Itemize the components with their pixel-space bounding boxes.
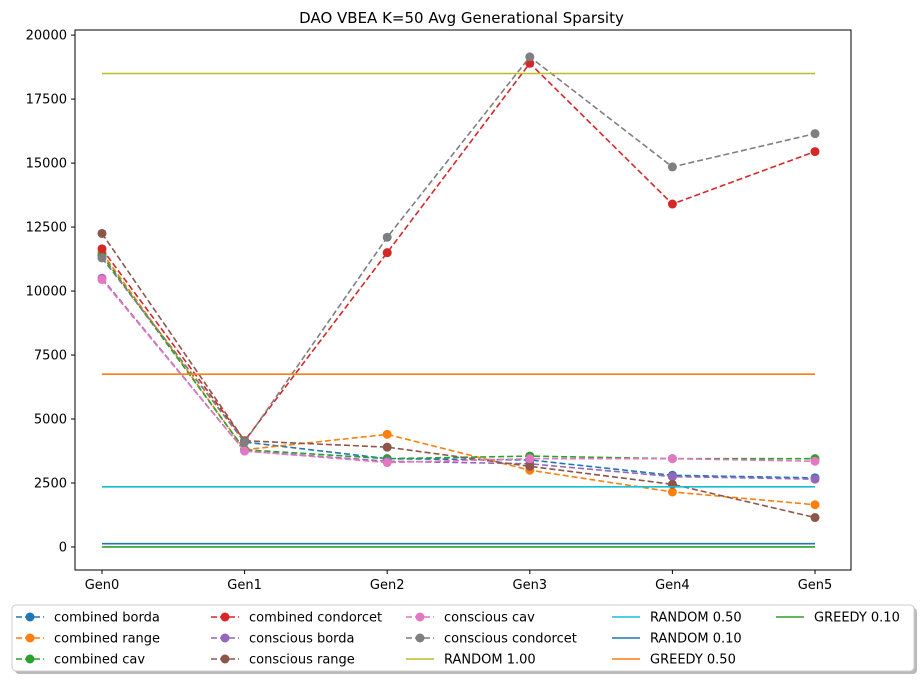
data-point: [382, 429, 392, 439]
data-point: [810, 513, 820, 523]
data-point: [240, 446, 250, 456]
x-tick-label: Gen3: [513, 578, 548, 593]
data-point: [667, 162, 677, 172]
data-point: [810, 474, 820, 484]
legend-marker: [220, 612, 230, 622]
y-tick-label: 20000: [26, 29, 67, 44]
legend-item: combined condorcet: [211, 611, 382, 626]
series-conscious-range: [97, 228, 820, 523]
data-point: [810, 129, 820, 139]
data-point: [667, 454, 677, 464]
legend-label: conscious condorcet: [444, 632, 577, 647]
data-point: [382, 248, 392, 258]
legend-label: GREEDY 0.10: [814, 611, 900, 626]
y-tick-label: 17500: [26, 93, 67, 108]
series-conscious-condorcet: [97, 52, 820, 447]
legend-label: combined range: [54, 632, 160, 647]
y-tick-label: 5000: [34, 413, 67, 428]
data-point: [97, 244, 107, 254]
legend-item: GREEDY 0.50: [612, 653, 736, 668]
data-point: [525, 454, 535, 464]
plot-frame: [74, 29, 852, 571]
legend-marker: [25, 654, 35, 664]
legend-item: combined range: [16, 632, 160, 647]
data-point: [525, 58, 535, 68]
data-point: [810, 147, 820, 157]
data-point: [97, 228, 107, 238]
data-point: [810, 456, 820, 466]
data-point: [525, 52, 535, 62]
series-line: [101, 257, 816, 479]
series-conscious-cav: [97, 275, 820, 468]
legend-label: RANDOM 0.50: [650, 611, 742, 626]
y-tick-label: 15000: [26, 157, 67, 172]
series-combined-range: [97, 248, 820, 510]
data-point: [97, 253, 107, 263]
data-point: [525, 461, 535, 471]
legend-item: GREEDY 0.10: [776, 611, 900, 626]
legend-marker: [25, 612, 35, 622]
series-line: [101, 254, 815, 460]
y-tick-label: 7500: [34, 349, 67, 364]
legend-label: RANDOM 0.10: [650, 632, 742, 647]
legend-label: combined cav: [54, 653, 145, 668]
series-line: [101, 277, 816, 480]
x-tick-label: Gen5: [798, 578, 833, 593]
data-point: [810, 500, 820, 510]
legend-box: [11, 604, 915, 672]
legend-marker: [25, 633, 35, 643]
y-axis: 0 2500 5000 7500 10000 12500 15000 17500 20000: [26, 29, 75, 555]
legend-marker: [220, 633, 230, 643]
data-point: [97, 275, 107, 285]
legend-label: conscious cav: [444, 611, 535, 626]
legend-marker: [220, 654, 230, 664]
chart-title: DAO VBEA K=50 Avg Generational Sparsity: [299, 9, 624, 27]
x-tick-label: Gen0: [85, 578, 120, 593]
data-point: [382, 458, 392, 468]
legend-item: conscious borda: [211, 632, 355, 647]
data-point: [667, 487, 677, 497]
x-tick-label: Gen4: [655, 578, 690, 593]
legend-item: conscious cav: [406, 611, 535, 626]
series-combined-cav: [97, 250, 820, 464]
legend-item: RANDOM 0.50: [612, 611, 742, 626]
series-combined-condorcet: [97, 58, 820, 446]
series-line: [101, 252, 816, 506]
legend-label: conscious borda: [249, 632, 355, 647]
series-group: [97, 52, 820, 548]
data-point: [382, 442, 392, 452]
series-line: [101, 279, 816, 464]
data-point: [667, 199, 677, 209]
x-tick-label: Gen1: [227, 578, 262, 593]
y-tick-label: 0: [59, 540, 67, 555]
legend-marker: [415, 612, 425, 622]
y-tick-label: 12500: [26, 221, 67, 236]
y-tick-label: 10000: [26, 285, 67, 300]
legend-item: conscious range: [211, 653, 355, 668]
legend-item: RANDOM 0.10: [612, 632, 742, 647]
legend-label: GREEDY 0.50: [650, 653, 736, 668]
data-point: [240, 437, 250, 447]
legend-label: conscious range: [249, 653, 355, 668]
legend-item: conscious condorcet: [406, 632, 577, 647]
series-line: [101, 55, 816, 444]
y-tick-label: 2500: [34, 476, 67, 491]
legend-marker: [415, 633, 425, 643]
data-point: [667, 472, 677, 482]
series-combined-borda: [97, 253, 820, 483]
plot-area: [74, 29, 852, 571]
data-point: [382, 232, 392, 242]
legend-label: combined borda: [54, 611, 160, 626]
legend: combined borda combined range combined cav…: [11, 604, 917, 674]
legend-label: RANDOM 1.00: [444, 653, 536, 668]
x-axis: Gen0 Gen1 Gen2 Gen3 Gen4 Gen5: [85, 570, 833, 593]
legend-item: RANDOM 1.00: [406, 653, 536, 668]
x-tick-label: Gen2: [370, 578, 405, 593]
series-line: [101, 233, 816, 519]
legend-item: combined cav: [16, 653, 145, 668]
series-line: [101, 62, 816, 443]
legend-label: combined condorcet: [249, 611, 382, 626]
legend-item: combined borda: [16, 611, 160, 626]
